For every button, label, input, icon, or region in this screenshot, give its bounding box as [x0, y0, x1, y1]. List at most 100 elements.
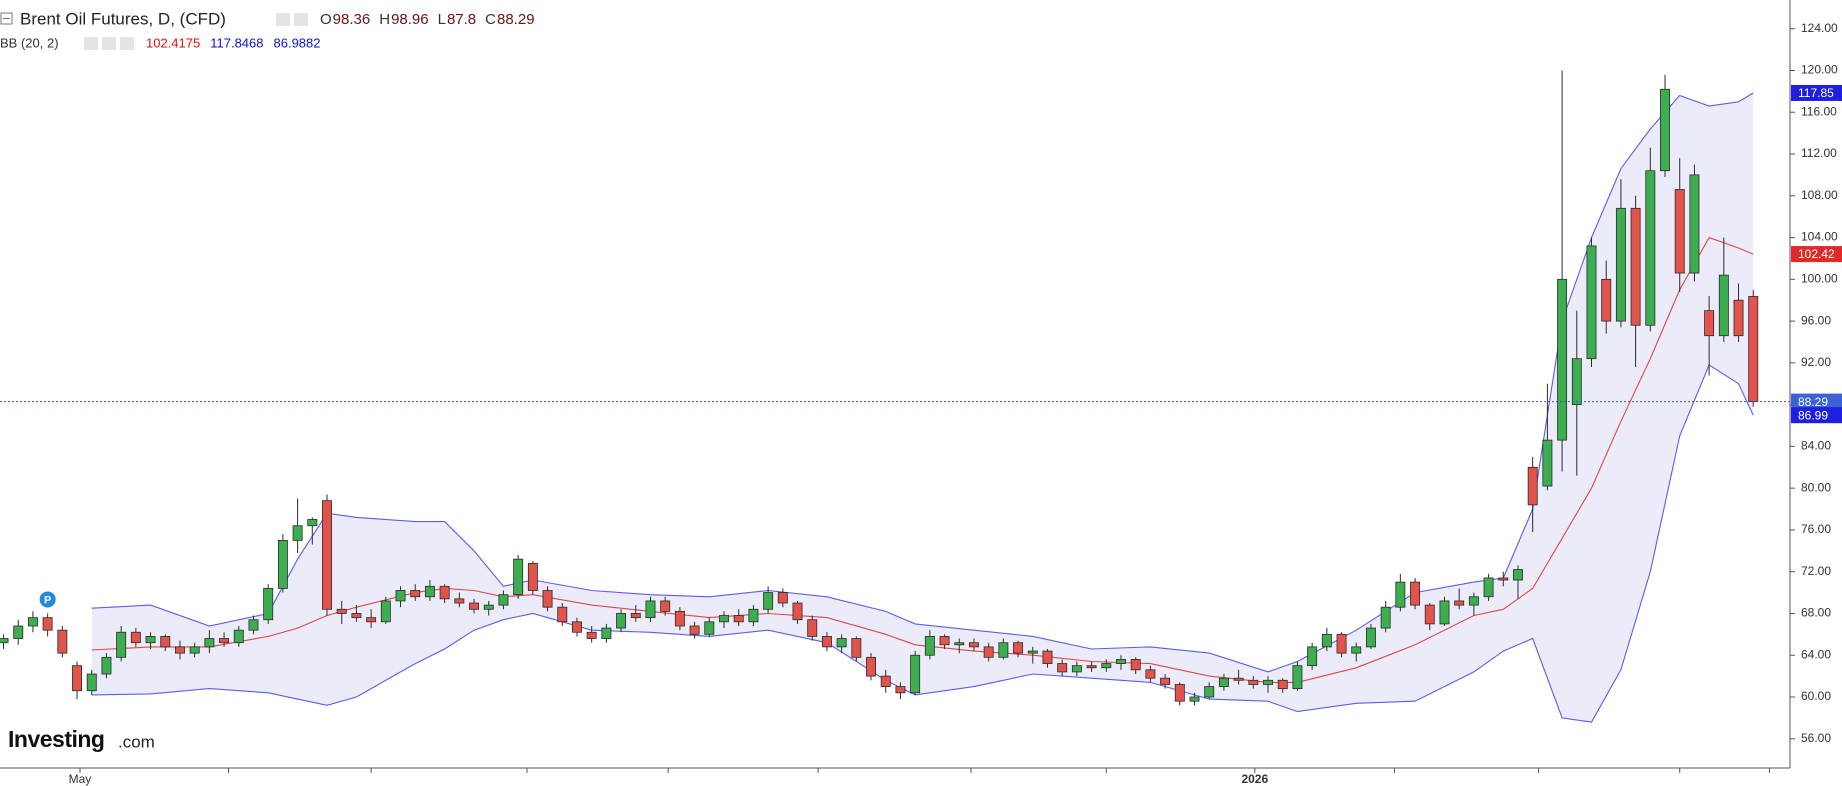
band-fill: [91, 93, 1754, 723]
price-tag: [1791, 246, 1842, 263]
candle-body: [1557, 278, 1568, 441]
candle-body: [1365, 627, 1376, 648]
candle-body: [233, 629, 244, 644]
candle-body: [645, 600, 656, 619]
candle-body: [733, 615, 744, 623]
candle-body: [586, 631, 597, 639]
band-middle: [91, 236, 1754, 683]
candle-body: [57, 629, 68, 654]
watermark: Investing .com: [8, 726, 155, 752]
candle-body: [395, 590, 406, 602]
candle-body: [572, 621, 582, 633]
candle-body: [160, 636, 171, 648]
candle-body: [1057, 663, 1068, 673]
candle-body: [307, 519, 318, 527]
candle-body: [748, 608, 759, 623]
indicator-settings-icon[interactable]: [102, 37, 116, 50]
y-tick-label: 120.00: [1801, 63, 1838, 77]
y-tick-label: 112.00: [1801, 146, 1837, 160]
candle-body: [248, 619, 259, 631]
candle-body: [1307, 646, 1318, 667]
candle-body: [674, 610, 685, 627]
candle-body: [189, 646, 200, 654]
candle-body: [366, 617, 377, 623]
candle-body: [1395, 581, 1406, 608]
candle-body: [807, 619, 818, 637]
candle-body: [968, 642, 979, 648]
candle-body: [1071, 665, 1082, 673]
candle-body: [469, 602, 479, 610]
x-tick-label: 2026: [1241, 772, 1268, 786]
legend-header: Brent Oil Futures, D, (CFD) BB (20, 2) O…: [0, 9, 535, 50]
candle-body: [1042, 650, 1053, 664]
candle-body: [1586, 245, 1597, 360]
ohlc-value: 98.36: [333, 11, 371, 28]
ohlc-label: H: [379, 11, 390, 28]
candle-body: [1483, 577, 1494, 598]
candle-body: [1660, 88, 1670, 172]
candle-body: [1571, 358, 1582, 406]
y-tick-label: 56.00: [1801, 731, 1831, 745]
candle-body: [513, 558, 524, 596]
collapse-icon[interactable]: [0, 12, 13, 25]
candle-body: [998, 642, 1009, 658]
ohlc-label: L: [438, 11, 446, 28]
candle-body: [1160, 677, 1171, 685]
candle-body: [983, 646, 994, 658]
ohlc-value: 98.96: [391, 11, 429, 28]
candle-body: [410, 590, 421, 598]
y-tick-label: 92.00: [1801, 355, 1831, 369]
candle-body: [557, 606, 568, 623]
candle-body: [277, 539, 288, 589]
candle-body: [777, 592, 788, 604]
candle-body: [851, 638, 862, 658]
candle-body: [1527, 466, 1538, 506]
candle-body: [1542, 439, 1553, 487]
price-tag-label: 86.99: [1798, 408, 1828, 422]
price-tag: [1791, 393, 1842, 410]
candle-body: [1101, 663, 1112, 669]
candle-body: [689, 625, 700, 635]
candle-body: [86, 673, 97, 692]
price-tag-label: 102.42: [1798, 247, 1835, 261]
candle-body: [380, 600, 391, 623]
x-tick-label: May: [69, 772, 92, 786]
y-tick-label: 64.00: [1801, 647, 1831, 661]
price-tag-label: 88.29: [1798, 395, 1828, 409]
candle-body: [792, 602, 803, 621]
candle-body: [130, 631, 141, 644]
candle-body: [601, 627, 612, 639]
band-lower: [91, 364, 1754, 723]
settings-icon[interactable]: [294, 13, 308, 26]
candle-body: [836, 638, 847, 648]
candle-body: [1086, 665, 1097, 669]
candle-body: [630, 613, 641, 619]
candle-body: [1292, 665, 1303, 690]
candle-body: [72, 665, 83, 692]
indicator-visibility-icon[interactable]: [84, 37, 98, 50]
candle-body: [0, 638, 9, 644]
candle-body: [616, 613, 627, 629]
y-tick-label: 68.00: [1801, 606, 1831, 620]
y-tick-label: 100.00: [1801, 271, 1838, 285]
y-tick-label: 108.00: [1801, 188, 1838, 202]
candle-body: [895, 686, 906, 694]
indicator-value: 117.8468: [210, 35, 263, 50]
watermark-suffix: .com: [118, 732, 155, 751]
candle-body: [1277, 679, 1288, 690]
candle-body: [821, 636, 832, 648]
y-tick-label: 76.00: [1801, 522, 1831, 536]
candle-body: [292, 525, 303, 541]
ohlc-value: 87.8: [447, 11, 476, 28]
candle-body: [483, 604, 494, 610]
indicator-remove-icon[interactable]: [120, 37, 134, 50]
band-upper: [91, 92, 1754, 673]
visibility-icon[interactable]: [276, 13, 290, 26]
candle-body: [1704, 310, 1715, 337]
candle-body: [322, 500, 332, 610]
candle-body: [1204, 686, 1215, 698]
candle-body: [1013, 642, 1024, 654]
candle-body: [1439, 600, 1450, 625]
